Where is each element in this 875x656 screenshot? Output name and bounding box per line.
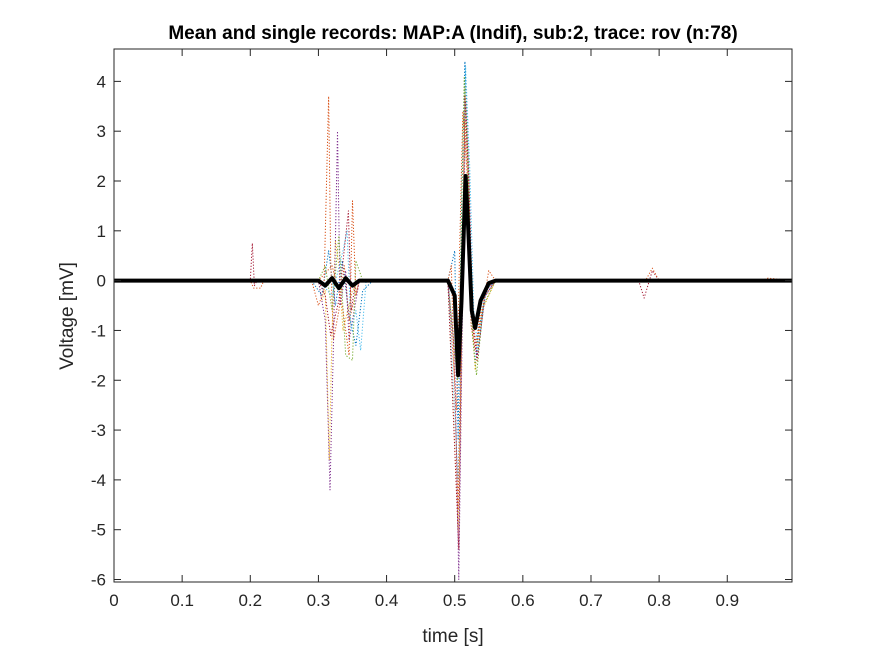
y-ticks: -6 -5 -4 -3 -2 -1 0 1 2 3 4 — [91, 72, 792, 590]
y-tick-label: -3 — [91, 421, 106, 440]
x-tick-label: 0.1 — [170, 591, 194, 610]
y-tick-label: -4 — [91, 471, 106, 490]
x-axis-label: time [s] — [422, 626, 483, 647]
y-tick-label: -1 — [91, 321, 106, 340]
x-tick-label: 0.3 — [307, 591, 331, 610]
y-tick-label: -6 — [91, 571, 106, 590]
x-tick-label: 0.5 — [443, 591, 467, 610]
y-tick-label: -5 — [91, 521, 106, 540]
chart-title: Mean and single records: MAP:A (Indif), … — [168, 23, 737, 44]
x-ticks: 0 0.1 0.2 0.3 0.4 0.5 0.6 0.7 0.8 0.9 — [109, 49, 739, 610]
x-tick-label: 0.6 — [511, 591, 535, 610]
series-layer — [114, 60, 793, 581]
x-tick-label: 0.2 — [238, 591, 262, 610]
plot-box — [113, 48, 793, 583]
mean-trace-line — [114, 174, 792, 378]
x-tick-label: 0.9 — [715, 591, 739, 610]
y-tick-label: 1 — [97, 222, 106, 241]
y-tick-label: -2 — [91, 371, 106, 390]
x-tick-label: 0.4 — [375, 591, 399, 610]
y-tick-label: 4 — [97, 72, 106, 91]
single-record-trace-4 — [114, 100, 792, 581]
x-tick-label: 0.8 — [647, 591, 671, 610]
single-record-trace-3 — [114, 85, 792, 531]
y-axis-label: Voltage [mV] — [57, 262, 78, 370]
x-tick-label: 0 — [109, 591, 118, 610]
y-tick-label: 2 — [97, 172, 106, 191]
y-tick-label: 3 — [97, 122, 106, 141]
x-tick-label: 0.7 — [579, 591, 603, 610]
y-tick-label: 0 — [97, 272, 106, 291]
